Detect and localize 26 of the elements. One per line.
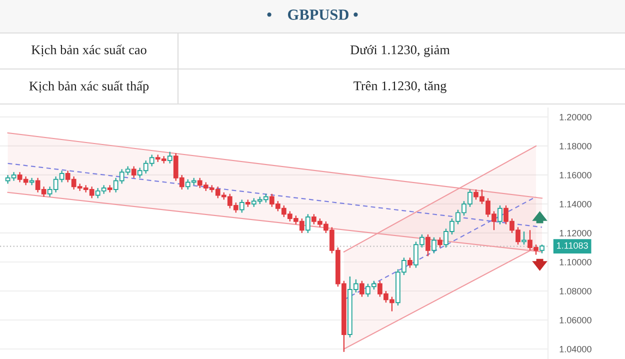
y-tick-label: 1.08000 [560, 288, 592, 294]
candlestick [239, 199, 244, 214]
candlestick [305, 214, 310, 234]
text: Dưới 1.1230, giảm [350, 44, 450, 58]
y-tick-label: 1.12000 [560, 230, 592, 236]
candlestick [498, 204, 502, 225]
text: Kịch bản xác suất thấp [29, 80, 149, 94]
y-tick-label: 1.10000 [560, 258, 592, 266]
candlestick [522, 230, 526, 246]
candlestick [359, 280, 364, 298]
y-tick-label: 1.06000 [560, 316, 592, 324]
y-tick-label: 1.20000 [560, 114, 592, 120]
y-tick-label: 1.18000 [560, 142, 592, 150]
candlestick [408, 257, 412, 268]
text: Trên 1.1230, tăng [354, 80, 446, 94]
candlestick [438, 236, 442, 248]
y-tick-label: 1.16000 [560, 172, 592, 178]
chart-title: • GBPUSD • [267, 10, 358, 20]
candlestick [426, 234, 430, 257]
candlestick [432, 236, 436, 254]
y-tick-label: 1.14000 [560, 200, 592, 208]
ref-line-label: 1.11083 [557, 242, 588, 249]
y-tick-label: 1.04000 [560, 346, 592, 352]
candlestick [131, 166, 136, 178]
text: Kịch bản xác suất cao [31, 44, 146, 56]
candlestick [167, 151, 172, 164]
